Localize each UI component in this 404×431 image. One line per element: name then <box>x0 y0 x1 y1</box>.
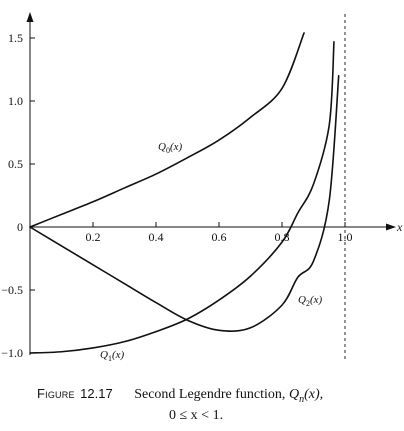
figure-label: Figure <box>37 386 75 401</box>
ticks: 0.2 0.4 0.6 0.8 1.0 1.5 1.0 0.5 0 −0.5 −1.0 <box>1 31 352 360</box>
x-axis-arrow <box>386 223 396 231</box>
series-line-q0 <box>29 32 305 228</box>
x-tick-label: 0.2 <box>86 230 101 244</box>
x-tick-label: 0.4 <box>149 230 164 244</box>
series-label-q2: Q2(x) <box>298 294 322 308</box>
caption-math-sub: n <box>299 393 305 405</box>
y-tick-label: 0 <box>17 220 23 234</box>
series-line-q2 <box>29 75 340 332</box>
y-tick-label: −0.5 <box>1 283 23 297</box>
caption-text: Second Legendre function, <box>134 387 286 402</box>
y-tick-label: 1.0 <box>8 94 23 108</box>
caption-math: Q <box>288 387 300 402</box>
x-tick-label: 0.6 <box>212 230 227 244</box>
caption-line-1: Figure 12.17 Second Legendre function, Q… <box>37 386 323 405</box>
series-line-q1 <box>29 40 335 354</box>
caption-line-2: 0 ≤ x < 1. <box>169 408 223 424</box>
caption-range: 0 ≤ x < 1. <box>169 408 224 423</box>
y-tick-label: 1.5 <box>8 31 23 45</box>
labels: Q0(x) Q1(x) Q2(x) <box>100 141 322 363</box>
x-axis-label: x <box>396 220 403 234</box>
y-axis-arrow <box>26 12 34 22</box>
y-tick-label: −1.0 <box>1 346 23 360</box>
axes: x <box>26 12 403 360</box>
series-label-q1: Q1(x) <box>100 349 124 363</box>
series-label-q0: Q0(x) <box>158 141 182 155</box>
y-tick-label: 0.5 <box>8 157 23 171</box>
figure-number: 12.17 <box>80 386 113 401</box>
caption-math-arg: (x), <box>304 387 324 402</box>
curves <box>29 32 340 354</box>
x-tick-label: 0.8 <box>275 230 290 244</box>
x-tick-label: 1.0 <box>338 230 353 244</box>
